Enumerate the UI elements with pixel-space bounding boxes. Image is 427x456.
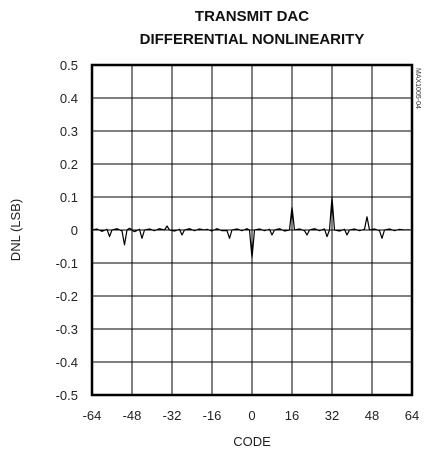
chart-title-line-2: DIFFERENTIAL NONLINEARITY xyxy=(140,31,365,48)
x-tick-label: 16 xyxy=(285,408,299,423)
chart-title-line-1: TRANSMIT DAC xyxy=(195,8,309,25)
figure-id-note: MAX1005-04 xyxy=(414,68,421,109)
dnl-series-line xyxy=(91,196,410,259)
y-tick-label: 0 xyxy=(71,223,78,238)
y-tick-label: 0.3 xyxy=(60,124,78,139)
y-tick-label: -0.2 xyxy=(56,289,78,304)
y-tick-label: -0.5 xyxy=(56,388,78,403)
y-axis-label: DNL (LSB) xyxy=(8,199,23,261)
x-tick-labels: -64 -48 -32 -16 0 16 32 48 64 xyxy=(83,408,420,423)
y-tick-label: 0.5 xyxy=(60,58,78,73)
y-tick-label: 0.2 xyxy=(60,157,78,172)
y-tick-labels: 0.5 0.4 0.3 0.2 0.1 0 -0.1 -0.2 -0.3 -0.4 -0.5 xyxy=(56,58,78,403)
x-tick-label: 64 xyxy=(405,408,419,423)
y-tick-label: -0.1 xyxy=(56,256,78,271)
y-tick-label: 0.4 xyxy=(60,91,78,106)
x-tick-label: -48 xyxy=(123,408,142,423)
y-tick-label: 0.1 xyxy=(60,190,78,205)
x-tick-label: -32 xyxy=(163,408,182,423)
y-tick-label: -0.3 xyxy=(56,322,78,337)
x-tick-label: 0 xyxy=(248,408,255,423)
x-axis-label: CODE xyxy=(233,434,271,449)
x-tick-label: 32 xyxy=(325,408,339,423)
y-tick-label: -0.4 xyxy=(56,355,78,370)
x-tick-label: -16 xyxy=(203,408,222,423)
x-tick-label: -64 xyxy=(83,408,102,423)
x-tick-label: 48 xyxy=(365,408,379,423)
